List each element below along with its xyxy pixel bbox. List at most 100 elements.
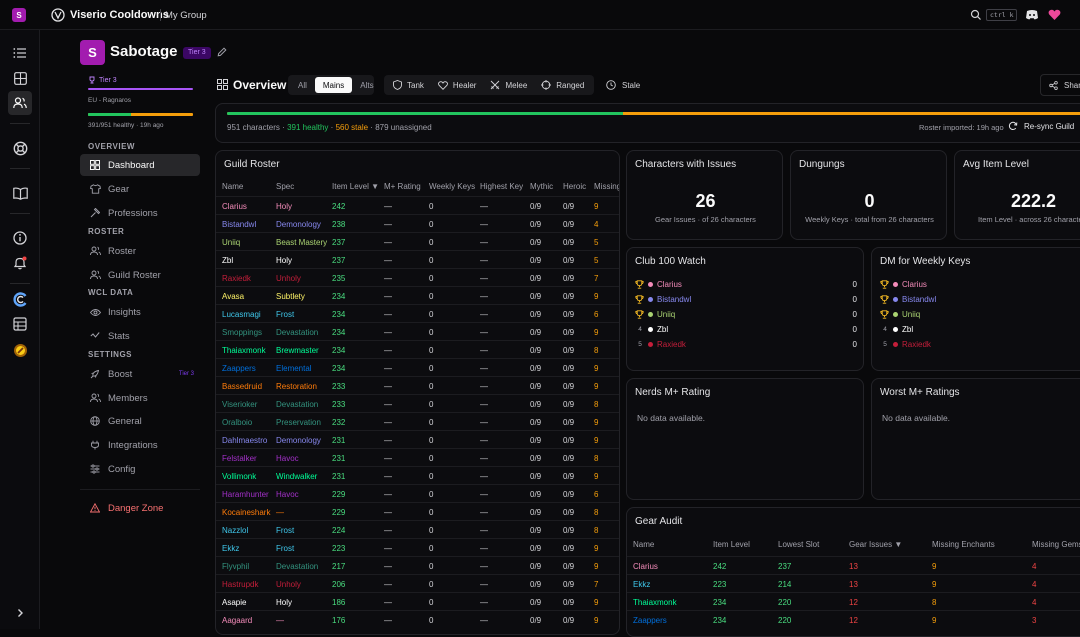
list-icon[interactable] (8, 41, 32, 65)
col-missing[interactable]: Missing (594, 182, 620, 191)
role-healer[interactable]: Healer (432, 75, 483, 95)
workspace-avatar[interactable]: S (12, 8, 26, 22)
nav-general[interactable]: General (80, 410, 200, 432)
heart-icon[interactable] (1048, 9, 1061, 21)
nav-gear[interactable]: Gear (80, 178, 200, 200)
ga-col-lowest-slot[interactable]: Lowest Slot (778, 540, 820, 549)
table-row[interactable]: Bassedruid Restoration 233 — 0 — 0/9 0/9 9 (216, 376, 619, 394)
filter-all[interactable]: All (298, 80, 307, 90)
info-icon[interactable] (8, 226, 32, 250)
nav-integrations[interactable]: Integrations (80, 434, 200, 456)
table-row[interactable]: Aagaard — 176 — 0 — 0/9 0/9 9 (216, 610, 619, 628)
table-row[interactable]: Viserioker Devastation 233 — 0 — 0/9 0/9 8 (216, 394, 619, 412)
book-icon[interactable] (8, 181, 32, 205)
role-melee[interactable]: Melee (484, 75, 533, 95)
stale-toggle[interactable]: Stale (606, 80, 640, 90)
discord-icon[interactable] (1025, 9, 1039, 21)
addon-c-icon[interactable] (8, 287, 32, 311)
table-row[interactable]: Smoppings Devastation 234 — 0 — 0/9 0/9 9 (216, 322, 619, 340)
col-spec[interactable]: Spec (276, 182, 295, 191)
nav-stats[interactable]: Stats (80, 325, 200, 347)
table-row[interactable]: Zbl Holy 237 — 0 — 0/9 0/9 5 (216, 250, 619, 268)
table-row[interactable]: Haramhunter Havoc 229 — 0 — 0/9 0/9 6 (216, 484, 619, 502)
group-name[interactable]: My Group (165, 10, 207, 21)
nav-config[interactable]: Config (80, 458, 200, 480)
col-heroic[interactable]: Heroic (563, 182, 587, 191)
table-row[interactable]: Avasa Subtlety 234 — 0 — 0/9 0/9 9 (216, 286, 619, 304)
nav-danger-zone[interactable]: Danger Zone (80, 497, 200, 519)
table-row[interactable]: Nazzlol Frost 224 — 0 — 0/9 0/9 8 (216, 520, 619, 538)
table-row[interactable]: Uniiq Beast Mastery 237 — 0 — 0/9 0/9 5 (216, 232, 619, 250)
nav-boost[interactable]: Boost Tier 3 (80, 363, 200, 385)
nav-guild-roster[interactable]: Guild Roster (80, 264, 200, 286)
col-highest-key[interactable]: Highest Key (480, 182, 524, 191)
table-row[interactable]: Dahlmaestro Demonology 231 — 0 — 0/9 0/9 9 (216, 430, 619, 448)
col-mythic[interactable]: Mythic (530, 182, 554, 191)
filter-alts[interactable]: Alts (360, 80, 374, 90)
table-row[interactable]: Vollimonk Windwalker 231 — 0 — 0/9 0/9 9 (216, 466, 619, 484)
character-item-level: 231 (332, 454, 346, 463)
nav-professions[interactable]: Professions (80, 202, 200, 224)
grid-icon[interactable] (8, 66, 32, 90)
nav-dashboard[interactable]: Dashboard (80, 154, 200, 176)
app-title[interactable]: Viserio Cooldowns (70, 9, 169, 21)
expand-chevron-icon[interactable] (8, 601, 32, 625)
search-icon[interactable] (970, 9, 982, 21)
heart-outline-icon (437, 80, 448, 90)
table-row[interactable]: Oralboio Preservation 232 — 0 — 0/9 0/9 9 (216, 412, 619, 430)
role-tank[interactable]: Tank (387, 75, 430, 95)
table-row[interactable]: Clarius 242 237 13 9 4 (627, 556, 1080, 574)
ga-col-gear-issues[interactable]: Gear Issues ▼ (849, 540, 902, 549)
table-row[interactable]: Thaiaxmonk 234 220 12 8 4 (627, 592, 1080, 610)
table-row[interactable]: Asapie Holy 186 — 0 — 0/9 0/9 9 (216, 592, 619, 610)
character-spec: Devastation (276, 400, 319, 409)
filter-mains[interactable]: Mains (314, 77, 353, 93)
overview-grid-icon (217, 79, 228, 90)
col-item-level[interactable]: Item Level ▼ (332, 182, 379, 200)
nav-insights[interactable]: Insights (80, 301, 200, 323)
table-row[interactable]: Felstalker Havoc 231 — 0 — 0/9 0/9 8 (216, 448, 619, 466)
lifebuoy-icon[interactable] (8, 136, 32, 160)
ga-col-missing-gems[interactable]: Missing Gems (1032, 540, 1080, 549)
table-row[interactable]: Bistandwl Demonology 238 — 0 — 0/9 0/9 4 (216, 214, 619, 232)
table-row[interactable]: Lucasmagi Frost 234 — 0 — 0/9 0/9 6 (216, 304, 619, 322)
table-row[interactable]: Kocaineshark — 229 — 0 — 0/9 0/9 8 (216, 502, 619, 520)
edit-pencil-icon[interactable] (217, 47, 227, 57)
nav-roster[interactable]: Roster (80, 240, 200, 262)
table-row[interactable]: Zaappers 234 220 12 9 3 (627, 610, 1080, 628)
table-row[interactable]: Hastrupdk Unholy 206 — 0 — 0/9 0/9 7 (216, 574, 619, 592)
guild-users-icon[interactable] (8, 91, 32, 115)
table-row[interactable]: Clarius Holy 242 — 0 — 0/9 0/9 9 (216, 196, 619, 214)
table-row[interactable]: Thaiaxmonk Brewmaster 234 — 0 — 0/9 0/9 8 (216, 340, 619, 358)
ga-col-item-level[interactable]: Item Level (713, 540, 750, 549)
table-row[interactable]: Flyvphil Devastation 217 — 0 — 0/9 0/9 9 (216, 556, 619, 574)
spreadsheet-icon[interactable] (8, 312, 32, 336)
col-name[interactable]: Name (222, 182, 244, 191)
ga-col-missing-enchants[interactable]: Missing Enchants (932, 540, 995, 549)
col-weekly-keys[interactable]: Weekly Keys (429, 182, 476, 191)
character-mythic: 0/9 (530, 238, 542, 247)
table-row[interactable]: Ekkz 223 214 13 9 4 (627, 574, 1080, 592)
table-row[interactable]: Ekkz Frost 223 — 0 — 0/9 0/9 9 (216, 538, 619, 556)
resync-button[interactable]: Re-sync Guild (1008, 118, 1074, 134)
raider-io-icon[interactable] (8, 338, 32, 362)
ga-col-name[interactable]: Name (633, 540, 655, 549)
role-ranged[interactable]: Ranged (535, 75, 590, 95)
table-row[interactable]: Raxiedk Unholy 235 — 0 — 0/9 0/9 7 (216, 268, 619, 286)
bell-icon[interactable] (8, 251, 32, 275)
nerds-rating-title: Nerds M+ Rating (635, 387, 711, 398)
nav-members[interactable]: Members (80, 387, 200, 409)
col-mplus-rating[interactable]: M+ Rating (384, 182, 421, 191)
table-row[interactable]: Zaappers Elemental 234 — 0 — 0/9 0/9 9 (216, 358, 619, 376)
share-button[interactable]: Share (1040, 74, 1080, 96)
